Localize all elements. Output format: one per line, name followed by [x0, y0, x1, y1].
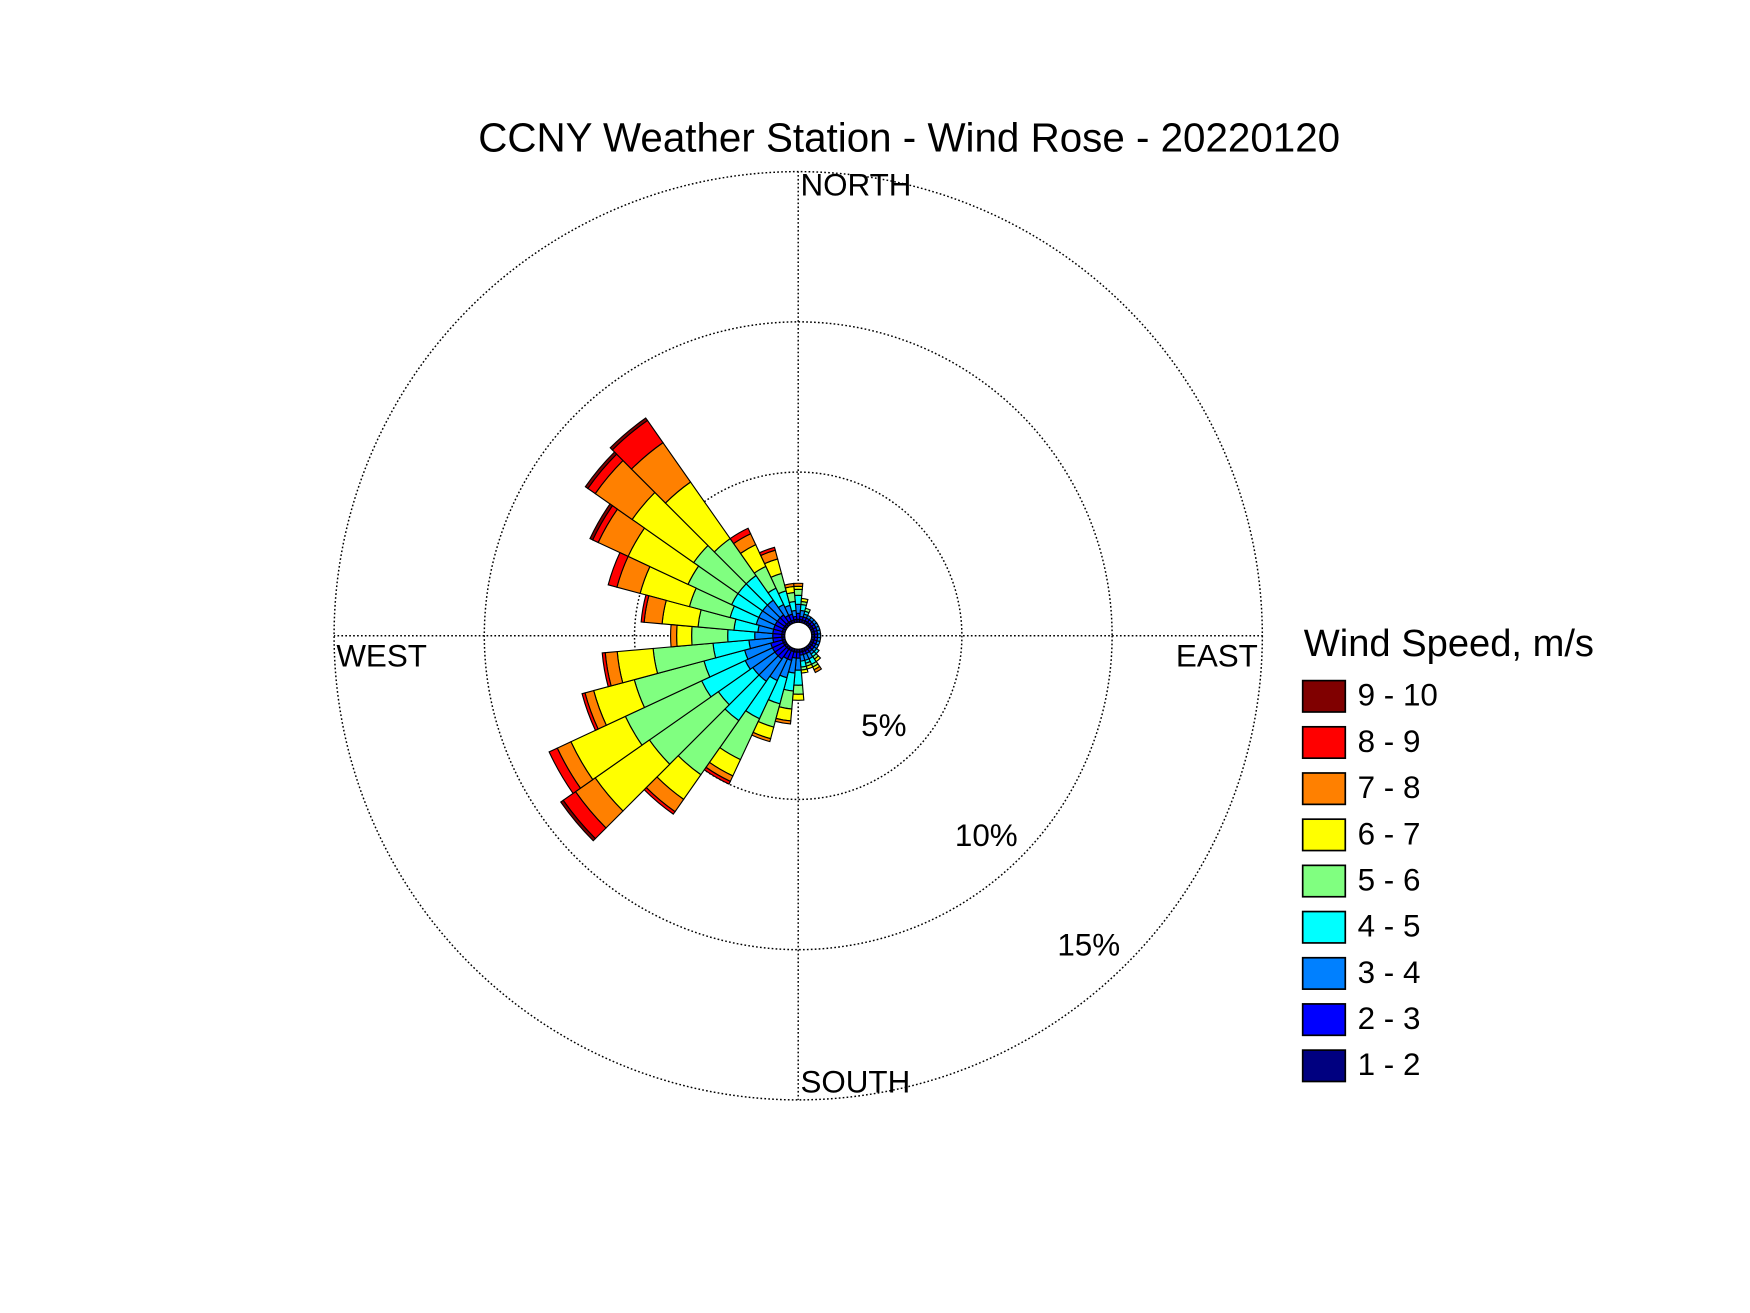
center-hole — [784, 621, 813, 650]
grid — [333, 170, 1264, 1101]
wedge-segment — [703, 766, 732, 785]
wedge-segment — [791, 693, 805, 701]
wedge-segment — [792, 684, 804, 695]
r-tick-label: 10% — [955, 818, 1018, 853]
wedge-segment — [607, 551, 629, 588]
axis-labels: 5% 10% 15% NORTH EAST SOUTH WEST — [336, 168, 1258, 1100]
wedge-segment — [800, 597, 809, 604]
direction-label: WEST — [336, 638, 427, 673]
wedge-segment — [793, 588, 803, 597]
legend-swatch — [1301, 772, 1347, 806]
wedge-segment — [676, 624, 693, 647]
wedge-segment — [640, 594, 650, 623]
wedges — [548, 417, 823, 842]
legend-swatch — [1301, 910, 1347, 944]
legend-label: 4 - 5 — [1358, 909, 1421, 944]
direction-label: NORTH — [800, 168, 911, 203]
wedge-segment — [800, 668, 809, 674]
grid-ring — [633, 471, 963, 801]
wedge-segment — [548, 747, 582, 795]
wedge-segment — [584, 451, 618, 490]
legend-label: 6 - 7 — [1358, 816, 1421, 851]
legend-label: 2 - 3 — [1358, 1001, 1421, 1036]
legend-swatch — [1301, 725, 1347, 760]
wedge-segment — [783, 582, 795, 589]
legend-swatch — [1301, 1049, 1347, 1083]
wedge-segment — [813, 655, 822, 663]
wedge-segment — [813, 665, 823, 674]
wedge-segment — [559, 799, 597, 842]
wedge-segment — [774, 717, 792, 725]
r-tick-label: 15% — [1057, 928, 1120, 963]
r-tick-label: 5% — [861, 708, 906, 743]
legend-swatch — [1301, 956, 1347, 990]
wedge-segment — [729, 527, 752, 545]
legend-label: 3 - 4 — [1358, 955, 1421, 990]
legend-label: 8 - 9 — [1358, 724, 1421, 759]
wedge-segment — [581, 692, 599, 732]
legend-swatch — [1301, 679, 1347, 713]
legend-swatch — [1301, 864, 1347, 898]
legend-swatch — [1301, 818, 1347, 852]
wedge-segment — [601, 652, 612, 688]
wedge-segment — [643, 786, 676, 815]
wedge-segment — [609, 417, 649, 451]
wedge-segment — [670, 624, 678, 648]
legend-label: 9 - 10 — [1358, 678, 1438, 713]
wedge-segment — [758, 546, 776, 557]
legend-title: Wind Speed, m/s — [1304, 623, 1594, 665]
wedge-segment — [804, 607, 811, 614]
legend: 1 - 2 2 - 3 3 - 4 4 - 5 5 - 6 6 - 7 7 - 8 8 - 9… — [1301, 678, 1438, 1083]
wedge-segment — [805, 663, 814, 670]
legend-label: 1 - 2 — [1358, 1047, 1421, 1082]
legend-label: 5 - 6 — [1358, 862, 1421, 897]
chart-title: CCNY Weather Station - Wind Rose - 20220… — [478, 114, 1340, 160]
legend-label: 7 - 8 — [1358, 770, 1421, 805]
wedge-segment — [589, 503, 614, 541]
wedge-segment — [751, 731, 772, 743]
direction-label: SOUTH — [800, 1064, 910, 1099]
direction-label: EAST — [1176, 638, 1258, 673]
wedge-segment — [793, 582, 804, 588]
legend-swatch — [1301, 1003, 1347, 1037]
